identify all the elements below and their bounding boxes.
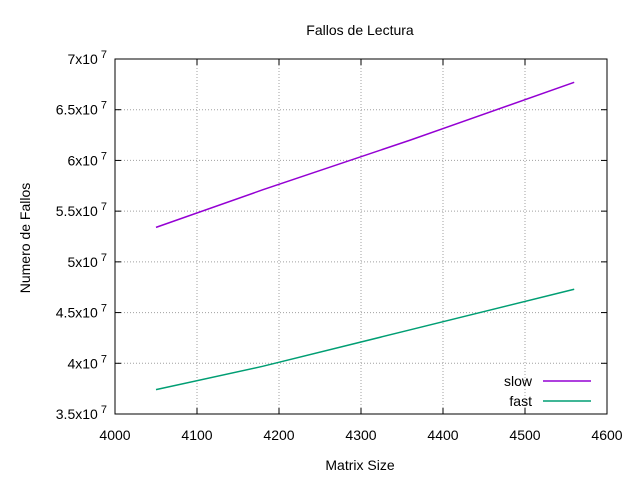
series-line-slow <box>156 82 574 227</box>
y-tick-label: 5x10 7 <box>67 252 107 270</box>
x-tick-label: 4200 <box>263 427 294 443</box>
y-tick-label: 6x10 7 <box>67 150 107 168</box>
chart-title: Fallos de Lectura <box>306 22 414 38</box>
y-tick-label: 6.5x10 7 <box>56 100 107 118</box>
x-tick-label: 4600 <box>591 427 622 443</box>
legend-label-fast: fast <box>509 393 532 409</box>
legend: slow fast <box>504 373 591 409</box>
x-tick-label: 4000 <box>99 427 130 443</box>
grid-lines <box>115 59 607 414</box>
x-tick-label: 4300 <box>345 427 376 443</box>
y-tick-label: 7x10 7 <box>67 49 107 67</box>
tick-labels: 4000 4100 4200 4300 4400 4500 4600 3.5x10 7 4x10… <box>56 49 623 443</box>
x-tick-label: 4100 <box>181 427 212 443</box>
y-tick-label: 5.5x10 7 <box>56 201 107 219</box>
legend-label-slow: slow <box>504 373 533 389</box>
y-axis-label: Numero de Fallos <box>17 183 33 294</box>
x-tick-label: 4400 <box>427 427 458 443</box>
plot-series <box>156 82 574 389</box>
y-tick-label: 4.5x10 7 <box>56 303 107 321</box>
x-axis-label: Matrix Size <box>325 457 394 473</box>
y-tick-label: 4x10 7 <box>67 353 107 371</box>
x-tick-label: 4500 <box>509 427 540 443</box>
y-tick-label: 3.5x10 7 <box>56 404 107 422</box>
